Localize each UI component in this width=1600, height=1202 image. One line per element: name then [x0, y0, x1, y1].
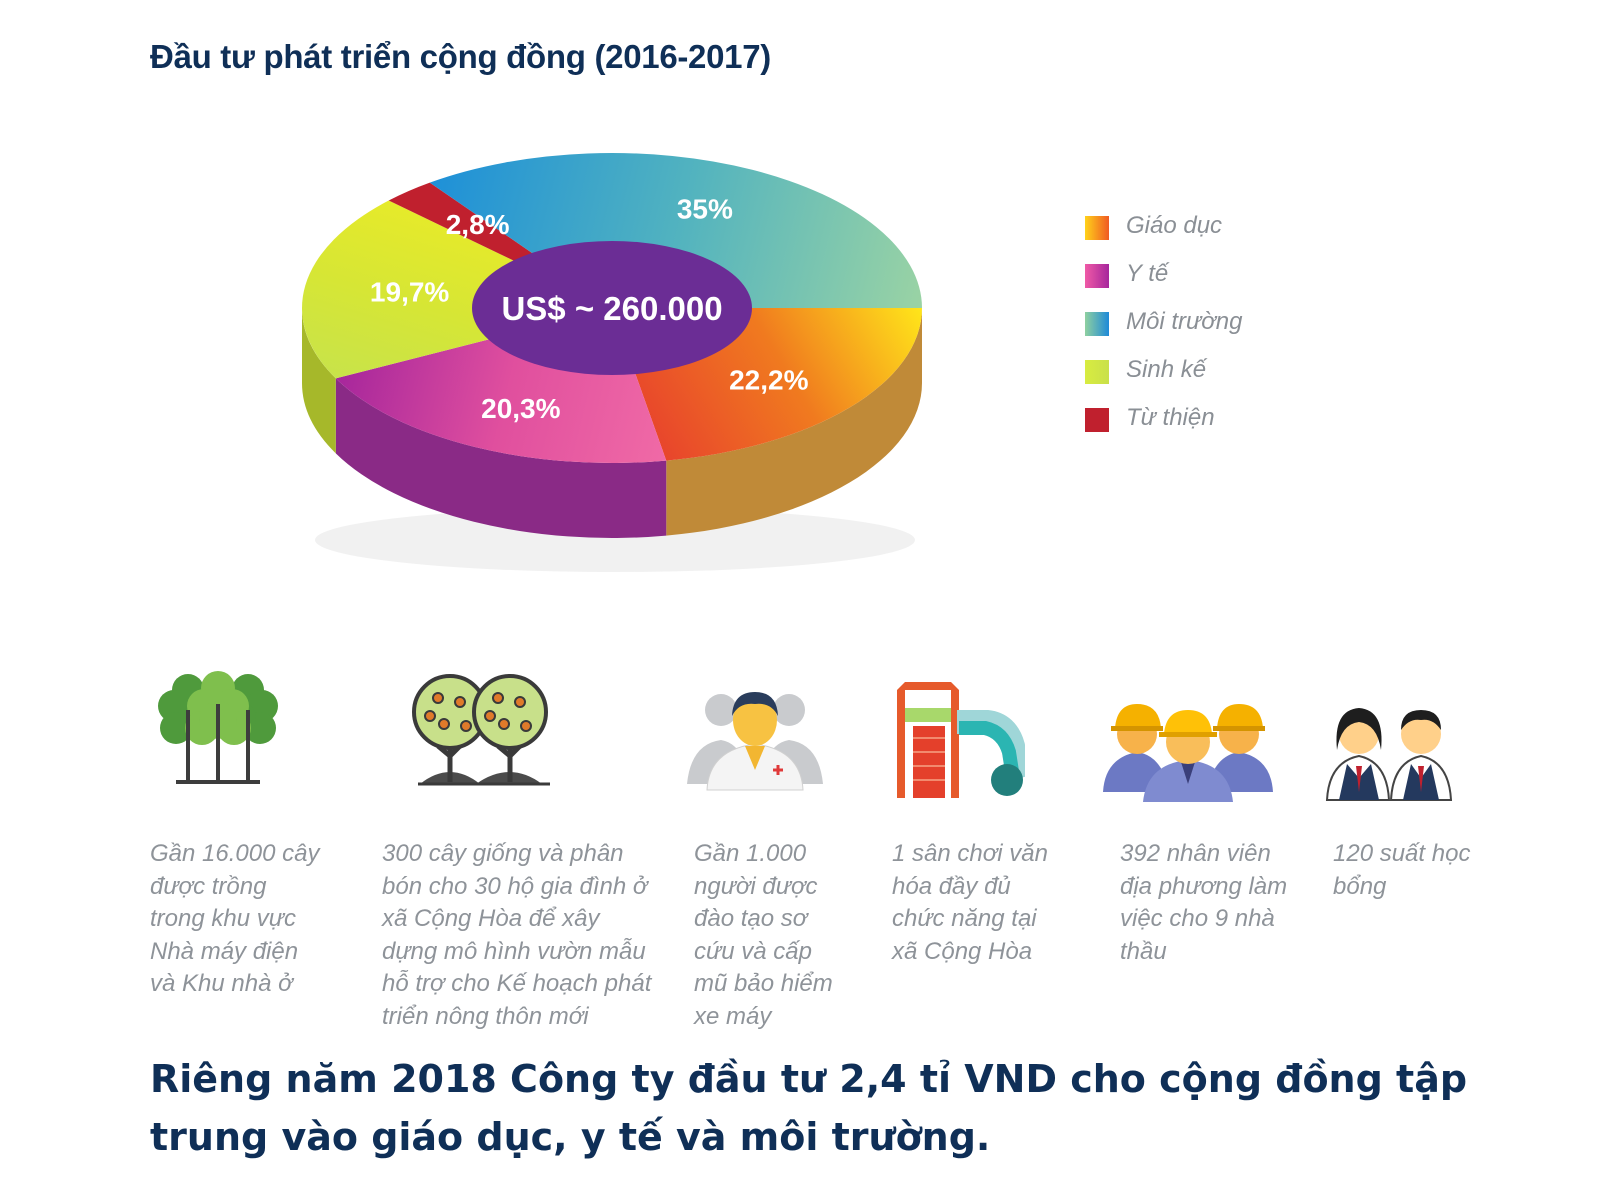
- stat-caption: 120 suất học bổng: [1333, 840, 1471, 900]
- legend-swatch: [1085, 312, 1109, 336]
- legend-swatch: [1085, 408, 1109, 432]
- stat-caption: 392 nhân viên địa phương làm việc cho 9 …: [1120, 840, 1288, 965]
- students-icon: [1325, 708, 1453, 801]
- pie-label-tu-thien: 2,8%: [446, 209, 510, 240]
- legend-swatch: [1085, 216, 1109, 240]
- workers-icon: [1103, 704, 1273, 802]
- legend-swatch: [1085, 360, 1109, 384]
- center-ellipse: [472, 241, 752, 375]
- chart-shadow: [315, 508, 915, 572]
- legend-label: Từ thiện: [1126, 404, 1215, 431]
- chart-title: Đầu tư phát triển cộng đồng (2016-2017): [150, 38, 771, 75]
- pie-side-y-te: [335, 378, 667, 538]
- center-label: US$ ~ 260.000: [501, 290, 722, 327]
- medical-staff-icon: [687, 692, 823, 791]
- playground-icon: [897, 682, 1025, 798]
- pie-label-sinh-ke: 19,7%: [370, 277, 449, 308]
- stat-caption: Gần 1.000 người được đào tạo sơ cứu và c…: [694, 840, 833, 1030]
- pie-chart: US$ ~ 260.000 22,2% 20,3% 19,7% 2,8% 35%: [301, 153, 922, 572]
- stat-caption: 1 sân chơi văn hóa đầy đủ chức năng tại …: [892, 840, 1048, 965]
- legend-label: Sinh kế: [1126, 356, 1207, 383]
- pie-side-giao-duc: [666, 308, 922, 536]
- stat-caption: 300 cây giống và phân bón cho 30 hộ gia …: [382, 840, 652, 1030]
- pie-slice-sinh-ke: [301, 200, 612, 379]
- legend-label: Môi trường: [1126, 308, 1243, 335]
- stat-caption: Gần 16.000 cây được trồng trong khu vực …: [150, 840, 320, 998]
- summary-text: Riêng năm 2018 Công ty đầu tư 2,4 tỉ VND…: [150, 1057, 1468, 1159]
- pie-label-giao-duc: 22,2%: [729, 365, 808, 396]
- pie-slice-moi-truong: [429, 153, 922, 308]
- pie-side-sinh-ke: [302, 308, 336, 454]
- fruit-trees-icon: [412, 674, 550, 786]
- legend-label: Giáo dục: [1126, 212, 1223, 239]
- pie-label-y-te: 20,3%: [481, 393, 560, 424]
- legend-label: Y tế: [1126, 260, 1169, 287]
- legend-swatch: [1085, 264, 1109, 288]
- trees-icon: [158, 671, 278, 784]
- pie-label-moi-truong: 35%: [677, 194, 733, 225]
